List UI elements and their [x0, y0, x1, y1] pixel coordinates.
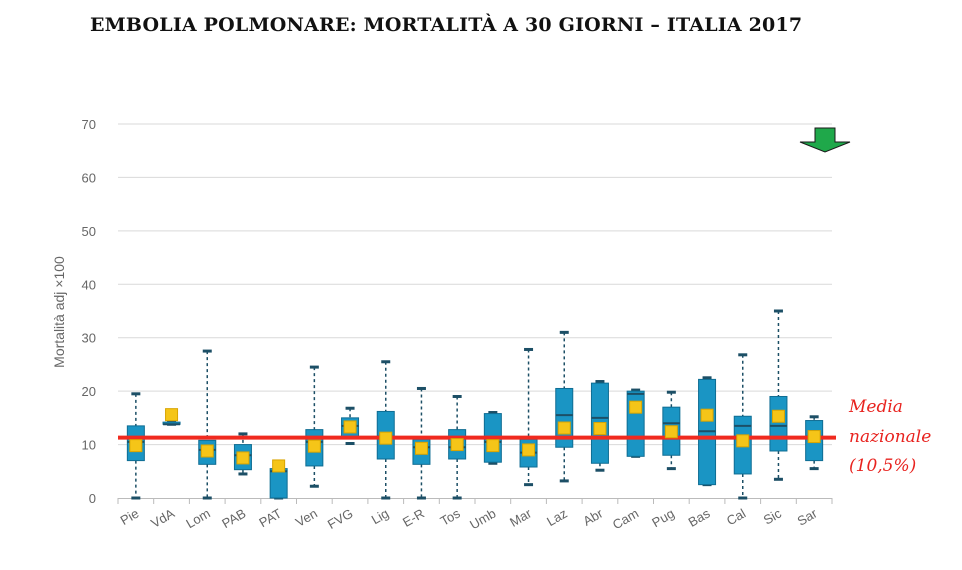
- x-tick-label-cal: Cal: [724, 506, 748, 529]
- y-tick-label: 40: [82, 277, 96, 292]
- box-series: [126, 309, 824, 500]
- x-axis: Pie VdA Lom PAB PAT Ven FVG Lig E-R Tos Umb Mar Laz A…: [117, 498, 833, 533]
- mean-marker-cal: [736, 434, 750, 448]
- mean-marker-vda: [165, 408, 179, 422]
- mean-marker-fvg: [343, 420, 357, 434]
- mean-marker-sic: [771, 409, 785, 423]
- box-vda: [162, 420, 181, 426]
- x-tick-label-lom: Lom: [183, 506, 212, 532]
- x-tick-label-pat: PAT: [256, 506, 284, 531]
- annotation-line-3: (10,5%): [849, 456, 916, 476]
- mean-marker-lom: [200, 444, 214, 458]
- y-tick-label: 50: [82, 224, 96, 239]
- y-axis-label: Mortalità adj ×100: [51, 256, 67, 368]
- box-ven: [305, 365, 324, 488]
- chart-title: EMBOLIA POLMONARE: MORTALITÀ A 30 GIORNI…: [90, 14, 803, 36]
- box-pug: [662, 390, 681, 471]
- x-tick-label-cam: Cam: [610, 506, 641, 533]
- y-axis: 0 10 20 30 40 50 60 70: [82, 117, 96, 506]
- x-tick-label-pab: PAB: [219, 506, 248, 532]
- x-tick-label-umb: Umb: [467, 506, 498, 533]
- box-sic: [769, 309, 788, 481]
- x-tick-label-fvg: FVG: [325, 506, 356, 532]
- y-tick-label: 70: [82, 117, 96, 132]
- national-average-annotation: Media nazionale (10,5%): [848, 397, 937, 476]
- x-tick-label-sar: Sar: [795, 505, 821, 528]
- annotation-line-1: Media: [848, 397, 903, 417]
- mean-marker-e-r: [414, 441, 428, 455]
- mean-marker-ven: [307, 439, 321, 453]
- mean-marker-abr: [593, 422, 607, 436]
- mean-marker-lig: [379, 431, 393, 445]
- mean-marker-laz: [557, 421, 571, 435]
- mean-marker-pie: [129, 439, 143, 453]
- mean-marker-series: [129, 400, 821, 473]
- box-cam: [626, 388, 645, 458]
- x-tick-label-ven: Ven: [293, 506, 320, 530]
- down-arrow-icon-shape: [799, 127, 851, 153]
- box-cal: [733, 353, 752, 500]
- x-tick-label-e-r: E-R: [400, 506, 427, 530]
- x-tick-label-abr: Abr: [580, 505, 606, 528]
- mean-marker-pab: [236, 451, 250, 465]
- down-arrow-icon: [799, 127, 851, 153]
- x-tick-label-sic: Sic: [761, 505, 785, 527]
- annotation-line-2: nazionale: [849, 427, 931, 447]
- mean-marker-bas: [700, 408, 714, 422]
- y-tick-label: 10: [82, 438, 96, 453]
- mean-marker-sar: [807, 430, 821, 444]
- gridlines: [118, 123, 832, 446]
- box-lom: [198, 349, 217, 500]
- mean-marker-tos: [450, 438, 464, 452]
- box-mar: [519, 347, 538, 487]
- iqr-box: [769, 395, 788, 452]
- box-laz: [555, 330, 574, 483]
- y-tick-label: 60: [82, 170, 96, 185]
- x-tick-label-pug: Pug: [649, 506, 677, 531]
- x-tick-label-mar: Mar: [507, 505, 534, 530]
- iqr-box: [269, 468, 288, 499]
- y-tick-label: 0: [89, 491, 96, 506]
- x-tick-label-vda: VdA: [148, 505, 177, 530]
- y-tick-label: 20: [82, 384, 96, 399]
- x-tick-label-laz: Laz: [544, 506, 570, 529]
- mean-marker-pat: [272, 459, 286, 473]
- x-tick-label-lig: Lig: [369, 506, 392, 528]
- mean-marker-cam: [629, 400, 643, 414]
- box-bas: [698, 376, 717, 487]
- box-lig: [376, 360, 395, 500]
- mean-marker-umb: [486, 439, 500, 453]
- x-tick-label-bas: Bas: [686, 505, 713, 529]
- mean-marker-pug: [664, 425, 678, 439]
- x-tick-label-pie: Pie: [118, 506, 142, 528]
- box-pat: [269, 467, 288, 500]
- mean-marker-mar: [522, 443, 536, 457]
- y-tick-label: 30: [82, 331, 96, 346]
- x-tick-label-tos: Tos: [438, 505, 463, 528]
